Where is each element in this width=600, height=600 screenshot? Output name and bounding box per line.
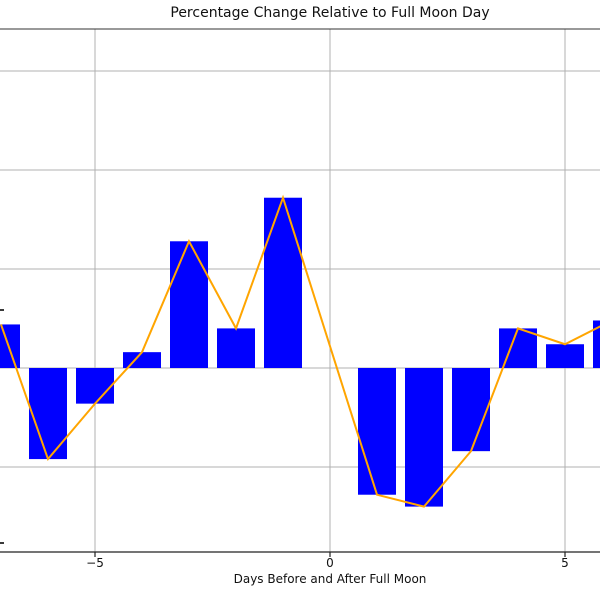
bar-day--2 xyxy=(217,328,255,368)
bar-day-5 xyxy=(546,344,584,368)
bar-day-3 xyxy=(452,368,490,452)
x-tick-label: 5 xyxy=(561,556,569,570)
bar-day--3 xyxy=(170,241,208,368)
y-tick-label-fragment xyxy=(0,542,4,544)
trend-line xyxy=(0,194,600,508)
bar-day-6 xyxy=(593,320,600,368)
x-tick-label: −5 xyxy=(86,556,104,570)
bar-day--6 xyxy=(29,368,67,460)
x-axis-label: Days Before and After Full Moon xyxy=(233,572,427,586)
bar-day--1 xyxy=(264,197,302,368)
bar-day-1 xyxy=(358,368,396,495)
y-tick-label-fragment xyxy=(0,309,4,311)
chart-title: Percentage Change Relative to Full Moon … xyxy=(170,5,490,21)
bar-day--5 xyxy=(76,368,114,404)
x-tick-label: 0 xyxy=(326,556,334,570)
bar-day-2 xyxy=(405,368,443,507)
